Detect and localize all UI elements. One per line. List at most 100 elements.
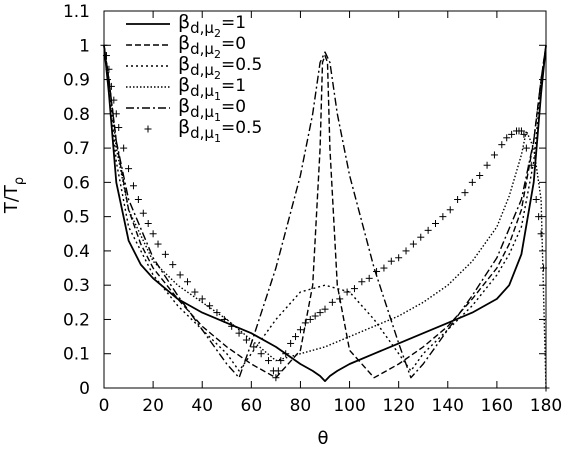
data-point xyxy=(520,130,528,138)
x-tick-label: 80 xyxy=(290,396,312,416)
data-point xyxy=(287,339,295,347)
data-point xyxy=(508,130,516,138)
y-axis-label-main: T/T xyxy=(1,184,22,214)
data-point xyxy=(191,288,199,296)
x-axis-ticks: 0 20 40 60 80 100 120 140 160 180 xyxy=(99,11,562,416)
data-point xyxy=(292,333,300,341)
data-point xyxy=(169,261,177,269)
data-point xyxy=(395,254,403,262)
legend-item: βd,μ1=0.5 xyxy=(144,116,262,145)
data-point xyxy=(527,161,535,169)
data-point xyxy=(274,367,282,375)
data-point xyxy=(228,322,236,330)
plot-area xyxy=(103,10,547,389)
series-line-1 xyxy=(103,45,547,379)
data-point xyxy=(446,206,454,214)
data-point xyxy=(282,350,290,358)
x-tick-label: 140 xyxy=(432,396,464,416)
legend-label: βd,μ2=0.5 xyxy=(178,53,262,82)
data-point xyxy=(129,182,137,190)
y-tick-label: 0.5 xyxy=(63,208,90,228)
data-point xyxy=(387,257,395,265)
plot-frame xyxy=(103,10,547,389)
data-point xyxy=(522,144,530,152)
data-point xyxy=(537,230,545,238)
svg-text:T/Tρ: T/Tρ xyxy=(1,177,27,214)
legend-item: βd,μ2=0 xyxy=(126,32,246,61)
data-point xyxy=(265,357,273,365)
y-tick-label: 0.1 xyxy=(63,345,90,365)
data-point xyxy=(134,196,142,203)
legend-swatch xyxy=(144,125,152,133)
data-point xyxy=(454,196,462,203)
data-point xyxy=(461,189,469,197)
y-tick-label: 0.9 xyxy=(63,71,90,91)
y-axis-label: T/Tρ xyxy=(1,177,27,214)
data-point xyxy=(105,65,113,73)
data-point xyxy=(350,285,358,293)
data-point xyxy=(503,134,511,142)
legend-label: βd,μ1=0.5 xyxy=(178,116,262,145)
data-point xyxy=(380,264,388,272)
x-tick-label: 20 xyxy=(142,396,164,416)
data-point xyxy=(235,329,243,337)
data-point xyxy=(277,357,285,365)
data-point xyxy=(154,240,162,248)
data-point xyxy=(468,178,476,186)
data-point xyxy=(417,233,425,241)
data-point xyxy=(343,288,351,296)
x-tick-label: 100 xyxy=(333,396,365,416)
data-point xyxy=(328,298,336,306)
data-point xyxy=(250,343,258,351)
data-point xyxy=(107,82,115,90)
legend-label: βd,μ2=1 xyxy=(178,11,246,40)
data-point xyxy=(139,209,147,217)
x-tick-label: 160 xyxy=(481,396,513,416)
data-point xyxy=(198,295,206,303)
data-point xyxy=(439,213,447,221)
data-point xyxy=(120,144,128,152)
data-point xyxy=(490,151,498,159)
data-point xyxy=(272,374,280,382)
x-axis-label: θ xyxy=(317,428,328,449)
data-point xyxy=(402,247,410,255)
legend-label: βd,μ1=0 xyxy=(178,95,246,124)
y-axis-label-sub: ρ xyxy=(12,177,27,185)
data-point xyxy=(301,319,309,327)
y-tick-label: 0 xyxy=(79,379,90,399)
y-tick-label: 0.7 xyxy=(63,139,90,159)
data-point xyxy=(311,312,319,320)
y-tick-label: 0.6 xyxy=(63,173,90,193)
data-point xyxy=(409,240,417,248)
x-tick-label: 40 xyxy=(191,396,213,416)
data-point xyxy=(110,96,118,104)
data-point xyxy=(257,350,265,358)
legend-label: βd,μ2=0 xyxy=(178,32,246,61)
data-point xyxy=(183,278,191,286)
data-point xyxy=(102,52,110,60)
x-tick-label: 60 xyxy=(241,396,263,416)
data-point xyxy=(476,172,484,180)
x-tick-label: 0 xyxy=(99,396,110,416)
series-markers-5 xyxy=(100,41,550,392)
legend-label: βd,μ1=1 xyxy=(178,74,246,103)
data-point xyxy=(336,295,344,303)
y-axis-ticks: 0 0.1 0.2 0.3 0.4 0.5 0.6 0.7 0.8 0.9 1 1.1 xyxy=(63,2,546,399)
data-point xyxy=(424,226,432,234)
legend-item: βd,μ1=0 xyxy=(126,95,246,124)
series-line-0 xyxy=(103,45,547,382)
series-line-2 xyxy=(103,45,547,372)
data-point xyxy=(161,250,169,258)
data-point xyxy=(144,219,152,227)
y-tick-label: 0.3 xyxy=(63,276,90,296)
data-point xyxy=(220,315,228,323)
y-tick-label: 0.2 xyxy=(63,310,90,330)
data-point xyxy=(316,309,324,317)
data-point xyxy=(115,124,123,132)
data-point xyxy=(365,274,373,282)
data-point xyxy=(498,141,506,149)
series-line-4 xyxy=(103,45,547,379)
data-point xyxy=(306,315,314,323)
data-point xyxy=(112,110,120,118)
